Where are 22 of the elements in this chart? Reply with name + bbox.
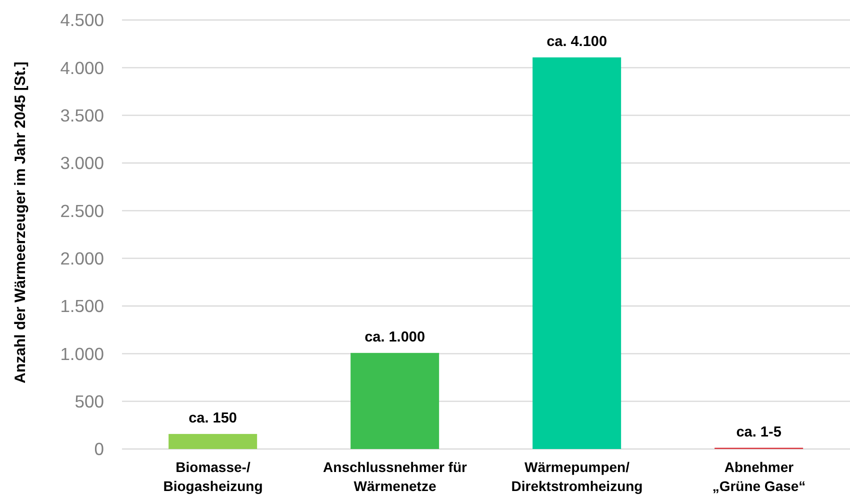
bar — [168, 434, 258, 449]
data-label: ca. 1.000 — [364, 330, 426, 346]
y-tick-label: 0 — [94, 439, 104, 460]
bar — [350, 352, 440, 449]
x-tick-label: Biomasse-/ Biogasheizung — [163, 459, 263, 494]
y-tick-label: 2.000 — [60, 248, 104, 269]
data-label: ca. 150 — [188, 410, 238, 427]
data-label: ca. 4.100 — [546, 34, 608, 50]
x-tick-label: Anschlussnehmer für Wärmenetze — [323, 459, 468, 494]
y-tick-label: 1.500 — [60, 296, 104, 316]
y-tick-label: 4.500 — [60, 10, 104, 30]
y-tick-label: 4.000 — [60, 58, 104, 78]
data-label: ca. 1-5 — [736, 424, 782, 441]
y-tick-label: 2.500 — [60, 200, 104, 221]
y-axis-title: Anzahl der Wärmeerzeuger im Jahr 2045 [St.] — [12, 62, 29, 384]
y-tick-label: 3.500 — [60, 106, 104, 126]
y-tick-label: 1.000 — [60, 344, 104, 364]
y-tick-label: 3.000 — [60, 153, 104, 174]
x-tick-label: Abnehmer „Grüne Gase“ — [712, 459, 806, 494]
x-tick-label: Wärmepumpen/ Direktstromheizung — [511, 459, 643, 494]
bar — [532, 57, 622, 449]
y-tick-label: 500 — [74, 392, 104, 412]
